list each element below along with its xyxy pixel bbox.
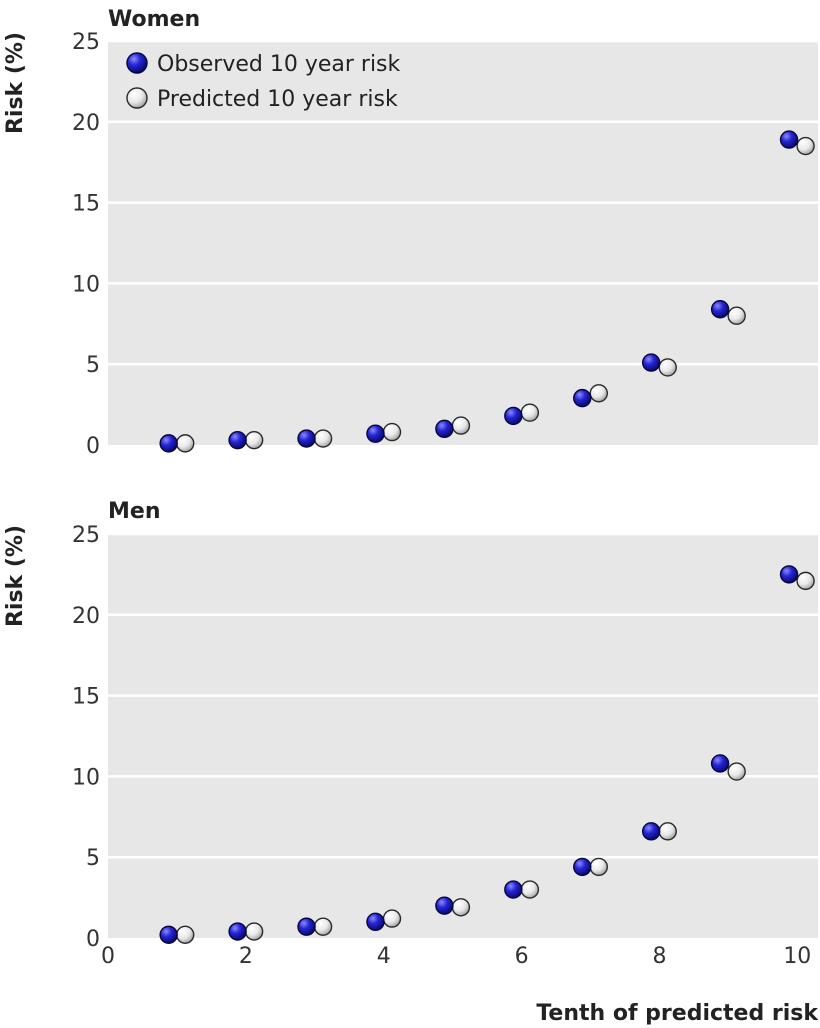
legend-label: Predicted 10 year risk bbox=[157, 87, 398, 112]
x-axis-title: Tenth of predicted risk bbox=[536, 1001, 819, 1026]
predicted-point bbox=[382, 422, 402, 442]
y-tick-label: 15 bbox=[72, 685, 100, 710]
series-predicted bbox=[176, 571, 815, 944]
predicted-point bbox=[244, 430, 264, 450]
observed-point bbox=[366, 424, 385, 443]
y-axis-title: Risk (%) bbox=[3, 525, 28, 627]
legend: Observed 10 year risk Predicted 10 year r… bbox=[126, 52, 401, 112]
legend-label: Observed 10 year risk bbox=[157, 52, 401, 77]
y-tick-label: 15 bbox=[72, 192, 100, 217]
series-observed bbox=[159, 130, 799, 453]
x-tick-label: 6 bbox=[515, 944, 529, 969]
observed-point bbox=[297, 917, 316, 936]
observed-legend-marker bbox=[126, 52, 148, 74]
series-observed bbox=[159, 565, 799, 944]
observed-point bbox=[710, 300, 730, 319]
observed-point bbox=[435, 419, 454, 439]
observed-point bbox=[159, 434, 178, 453]
panel-title: Men bbox=[108, 499, 160, 524]
predicted-legend-marker bbox=[126, 87, 148, 109]
predicted-point bbox=[796, 571, 815, 591]
predicted-point bbox=[589, 857, 608, 877]
predicted-point bbox=[520, 880, 540, 899]
y-tick-label: 5 bbox=[86, 353, 100, 378]
predicted-point bbox=[382, 909, 402, 928]
x-tick-label: 4 bbox=[377, 944, 391, 969]
observed-point bbox=[779, 565, 799, 584]
predicted-point bbox=[176, 925, 195, 944]
observed-point bbox=[366, 912, 385, 932]
observed-point bbox=[228, 922, 247, 941]
x-tick-label: 10 bbox=[783, 944, 811, 969]
predicted-point bbox=[589, 384, 608, 403]
x-tick-label: 0 bbox=[101, 944, 115, 969]
predicted-point bbox=[451, 416, 471, 435]
observed-point bbox=[710, 754, 730, 773]
predicted-point bbox=[176, 434, 195, 453]
y-tick-label: 25 bbox=[72, 523, 100, 548]
observed-point bbox=[297, 429, 316, 448]
plot-area bbox=[108, 41, 818, 445]
panel-title: Women bbox=[108, 7, 200, 32]
observed-point bbox=[779, 130, 799, 149]
observed-point bbox=[228, 430, 247, 450]
observed-point bbox=[435, 896, 454, 915]
y-tick-label: 0 bbox=[86, 434, 100, 459]
observed-point bbox=[159, 925, 178, 944]
observed-point bbox=[504, 406, 523, 426]
observed-point bbox=[641, 822, 661, 841]
predicted-point bbox=[313, 429, 333, 448]
panel-women: 0 5 10 15 20 25 Women Risk (%) Observed 10 year … bbox=[3, 7, 818, 459]
y-tick-label: 5 bbox=[86, 846, 100, 871]
observed-point bbox=[573, 388, 592, 408]
observed-point bbox=[641, 353, 661, 372]
y-tick-label: 10 bbox=[72, 272, 100, 297]
y-tick-label: 20 bbox=[72, 604, 100, 629]
y-axis-title: Risk (%) bbox=[3, 32, 28, 134]
y-tick-label: 0 bbox=[86, 927, 100, 952]
plot-area bbox=[108, 534, 818, 938]
predicted-point bbox=[244, 922, 264, 941]
y-tick-label: 10 bbox=[72, 765, 100, 790]
observed-point bbox=[504, 880, 523, 899]
panel-men: 0 5 10 15 20 25 0 2 4 6 8 10 Men Risk (%) bbox=[3, 499, 818, 969]
x-tick-label: 2 bbox=[239, 944, 253, 969]
y-tick-label: 20 bbox=[72, 111, 100, 136]
series-predicted bbox=[176, 136, 815, 453]
predicted-point bbox=[727, 762, 746, 781]
x-tick-label: 8 bbox=[652, 944, 666, 969]
predicted-point bbox=[727, 306, 746, 325]
predicted-point bbox=[520, 403, 540, 422]
predicted-point bbox=[658, 358, 677, 377]
predicted-point bbox=[658, 822, 677, 841]
predicted-point bbox=[796, 136, 815, 156]
observed-point bbox=[573, 857, 592, 877]
predicted-point bbox=[313, 917, 333, 936]
predicted-point bbox=[451, 898, 471, 917]
y-tick-label: 25 bbox=[72, 30, 100, 55]
